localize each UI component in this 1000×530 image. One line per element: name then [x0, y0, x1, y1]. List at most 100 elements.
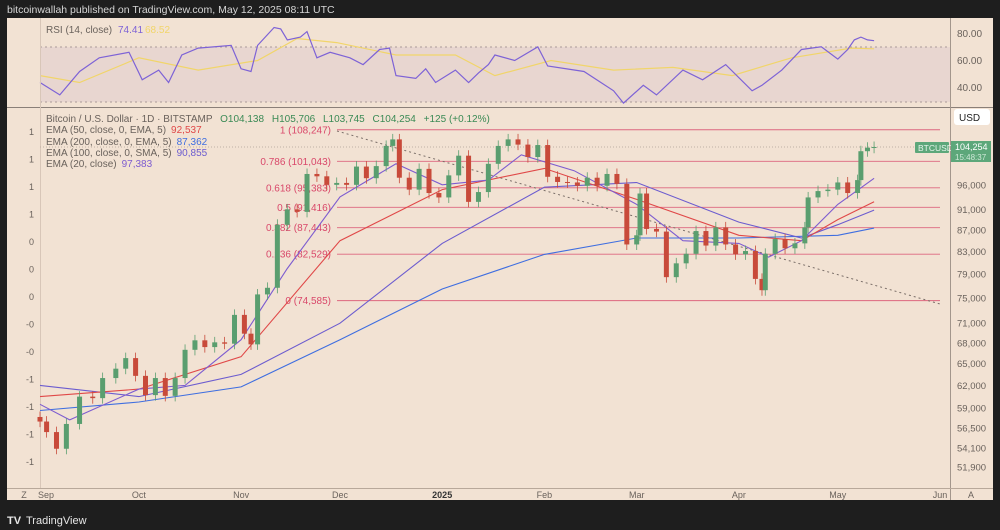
left-axis-label: 0: [29, 265, 34, 275]
candle-up: [456, 155, 462, 176]
candle-down: [653, 228, 659, 232]
candle-down: [574, 182, 580, 186]
candle-down: [363, 166, 369, 179]
candle-up: [152, 378, 158, 396]
candle-up: [604, 173, 610, 186]
price-tick: 96,000: [957, 180, 986, 191]
candle-up: [772, 239, 778, 254]
time-axis[interactable]: Sep Oct Nov Dec 2025 Feb Mar Apr May Jun: [38, 490, 947, 500]
price-tick: 83,000: [957, 247, 986, 258]
price-tick: 68,000: [957, 339, 986, 350]
svg-text:EMA (50, close, 0, EMA, 5)92,5: EMA (50, close, 0, EMA, 5) 92,537: [46, 125, 202, 136]
price-tick: 75,000: [957, 294, 986, 305]
candle-up: [274, 224, 280, 288]
fib-level-label: 0.5 (91,416): [277, 203, 331, 214]
time-tick: Mar: [629, 490, 645, 500]
price-tick: 59,000: [957, 404, 986, 415]
candle-up: [713, 227, 719, 246]
left-axis-label: -0: [26, 320, 34, 330]
candle-up: [172, 378, 178, 396]
svg-text:EMA (200, close, 0, EMA, 5)87,: EMA (200, close, 0, EMA, 5) 87,362: [46, 137, 208, 148]
svg-text:TV: TV: [7, 515, 22, 527]
indicator-label[interactable]: EMA (200, close, 0, EMA, 5): [46, 137, 172, 148]
candle-up: [802, 227, 808, 244]
candle-up: [212, 342, 218, 348]
fib-level-label: 0.618 (95,383): [266, 183, 331, 194]
candle-up: [192, 340, 198, 350]
price-axis[interactable]: 96,000 91,000 87,000 83,000 79,000 75,000 71,0…: [957, 180, 986, 473]
ohlc-low: L103,745: [323, 114, 365, 125]
ohlc-change: +125 (+0.12%): [424, 114, 490, 125]
candle-down: [515, 139, 521, 145]
candle-up: [63, 423, 69, 449]
candle-down: [614, 173, 620, 184]
indicator-value: 90,855: [177, 148, 208, 159]
auto-scale-toggle[interactable]: A: [968, 490, 974, 500]
rsi-line: [39, 26, 875, 104]
rsi-ma-value: 68.52: [145, 25, 170, 36]
time-tick: Apr: [732, 490, 746, 500]
candle-down: [545, 145, 551, 177]
candle-up: [284, 209, 290, 225]
candle-down: [142, 375, 148, 396]
time-tick: Feb: [537, 490, 553, 500]
left-axis[interactable]: 1 1 1 1 0 0 0 -0 -0 -1 -1 -1 -1: [26, 127, 34, 467]
time-tick: Dec: [332, 490, 349, 500]
candle-up: [637, 193, 643, 236]
candle-down: [133, 358, 139, 376]
price-tick: 87,000: [957, 225, 986, 236]
candle-up: [683, 253, 689, 264]
price-tick: 56,500: [957, 423, 986, 434]
indicator-label[interactable]: EMA (50, close, 0, EMA, 5): [46, 125, 166, 136]
price-tick: 62,000: [957, 381, 986, 392]
timezone-toggle[interactable]: Z: [21, 490, 27, 500]
candle-up: [113, 368, 119, 379]
candle-down: [466, 155, 472, 202]
candle-up: [864, 147, 870, 152]
candle-down: [752, 251, 758, 279]
candle-up: [505, 139, 511, 146]
indicator-value: 87,362: [177, 137, 208, 148]
candle-down: [162, 378, 168, 396]
bar-countdown: 15:48:37: [955, 153, 987, 162]
candle-down: [594, 177, 600, 186]
candle-up: [535, 145, 541, 158]
time-tick: Nov: [233, 490, 250, 500]
indicator-label[interactable]: EMA (100, close, 0, SMA, 5): [46, 148, 172, 159]
tradingview-logo-icon: TV: [7, 515, 22, 527]
rsi-tick: 60.00: [957, 56, 982, 67]
left-axis-label: 1: [29, 155, 34, 165]
candle-up: [825, 189, 831, 192]
price-tick: 71,000: [957, 319, 986, 330]
candle-up: [858, 151, 864, 181]
candle-up: [353, 166, 359, 185]
candle-up: [373, 166, 379, 179]
candle-down: [426, 168, 432, 194]
candle-down: [44, 421, 50, 433]
candle-down: [555, 176, 561, 182]
candle-down: [624, 183, 630, 245]
left-axis-label: -1: [26, 457, 34, 467]
last-price-badge: [951, 141, 991, 162]
fib-level-label: 0 (74,585): [285, 296, 331, 307]
left-axis-label: 1: [29, 182, 34, 192]
currency-button-label[interactable]: USD: [959, 113, 980, 124]
candle-up: [805, 197, 811, 228]
candle-up: [673, 263, 679, 278]
candle-up: [304, 173, 310, 212]
svg-text:EMA (100, close, 0, SMA, 5)90,: EMA (100, close, 0, SMA, 5) 90,855: [46, 148, 208, 159]
candle-up: [255, 294, 261, 345]
candle-up: [495, 145, 501, 164]
time-tick: 2025: [432, 490, 452, 500]
candle-up: [693, 231, 699, 254]
ohlc-open: O104,138: [220, 114, 264, 125]
price-tick: 51,900: [957, 462, 986, 473]
candle-down: [37, 416, 43, 422]
indicator-label[interactable]: EMA (20, close): [46, 159, 117, 170]
candle-down: [294, 209, 300, 212]
fib-retracement[interactable]: 1 (108,247) 0.786 (101,043) 0.618 (95,383)…: [260, 125, 940, 307]
currency-button[interactable]: [954, 109, 990, 125]
ema200-line: [39, 227, 875, 412]
rsi-ma-line: [39, 37, 875, 84]
